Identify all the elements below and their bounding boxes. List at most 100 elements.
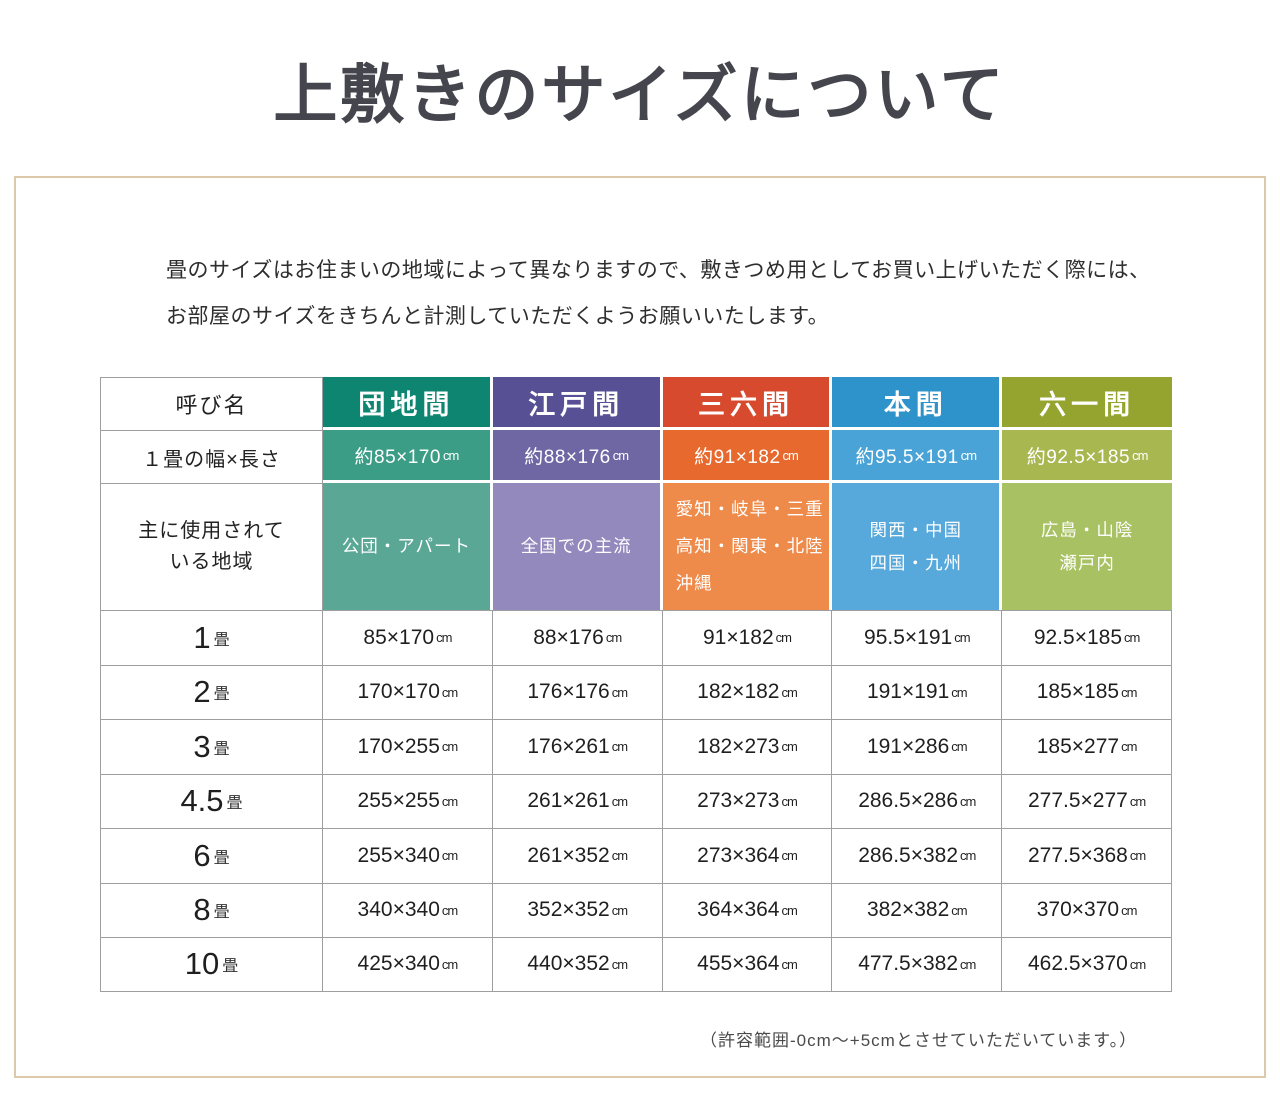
- cm-unit-label: cm: [441, 902, 458, 918]
- cm-unit-label: cm: [781, 902, 797, 918]
- size-value-text: 170×255: [357, 734, 440, 758]
- column-header-1: 団地間: [323, 377, 493, 430]
- size-value-r3-c5: 185×277 cm: [1002, 719, 1172, 774]
- size-value-text: 255×340: [357, 843, 440, 867]
- size-value-r5-c1: 255×340 cm: [323, 828, 493, 883]
- tatami-unit-label: 畳: [213, 904, 230, 922]
- size-value-r1-c5: 92.5×185 cm: [1002, 610, 1172, 665]
- intro-line-2: お部屋のサイズをきちんと計測していただくようお願いいたします。: [166, 305, 830, 328]
- size-value-text: 185×185: [1036, 680, 1120, 704]
- size-value-r6-c3: 364×364 cm: [662, 882, 833, 937]
- size-value-text: 88×176: [533, 625, 604, 649]
- size-value-r2-c3: 182×182 cm: [662, 664, 833, 719]
- region-line-2: 高知・関東・北陸: [675, 536, 824, 556]
- size-value-r5-c5: 277.5×368 cm: [1002, 828, 1172, 883]
- cm-unit-label: cm: [781, 739, 797, 755]
- size-value-r2-c4: 191×191 cm: [832, 664, 1003, 719]
- size-value-text: 176×176: [527, 680, 610, 704]
- column-region-3: 愛知・岐阜・三重 高知・関東・北陸 沖縄: [662, 483, 833, 610]
- intro-text: 畳のサイズはお住まいの地域によって異なりますので、敷きつめ用としてお買い上げいた…: [166, 248, 1151, 340]
- region-label-line-2: いる地域: [169, 551, 254, 573]
- size-value-text: 185×277: [1036, 734, 1120, 758]
- column-region-1: 公団・アパート: [323, 483, 493, 610]
- size-value-text: 286.5×286: [858, 789, 959, 813]
- corner-header-cell: 呼び名: [100, 377, 323, 430]
- size-value-text: 182×273: [697, 734, 780, 758]
- size-value-text: 364×364: [697, 898, 780, 922]
- cm-unit-label: cm: [951, 902, 967, 918]
- cm-unit-label: cm: [1129, 848, 1146, 864]
- size-value-r3-c3: 182×273 cm: [662, 719, 833, 774]
- size-value-r2-c2: 176×176 cm: [492, 664, 663, 719]
- size-value-text: 191×286: [866, 734, 950, 758]
- size-value-text: 170×170: [357, 680, 440, 704]
- cm-unit-label: cm: [441, 848, 458, 864]
- size-value-text: 182×182: [697, 680, 780, 704]
- size-value-r4-c3: 273×273 cm: [662, 773, 833, 828]
- size-text: 約85×170: [354, 446, 441, 468]
- size-value-text: 273×364: [697, 843, 780, 867]
- cm-unit-label: cm: [1124, 630, 1140, 646]
- size-value-text: 340×340: [357, 898, 440, 922]
- region-label-cell: 主に使用されて いる地域: [100, 483, 323, 610]
- tatami-unit-label: 畳: [226, 795, 243, 813]
- region-line-1: 関西・中国: [869, 519, 963, 540]
- size-value-r3-c4: 191×286 cm: [832, 719, 1003, 774]
- cm-unit-label: cm: [442, 447, 459, 463]
- size-value-text: 462.5×370: [1027, 952, 1128, 976]
- cm-unit-label: cm: [781, 848, 797, 864]
- size-value-text: 455×364: [697, 952, 780, 976]
- cm-unit-label: cm: [960, 956, 976, 972]
- tatami-unit-label: 畳: [213, 631, 230, 649]
- size-value-r4-c2: 261×261 cm: [492, 773, 663, 828]
- cm-unit-label: cm: [960, 447, 977, 463]
- cm-unit-label: cm: [951, 684, 967, 700]
- column-region-2: 全国での主流: [492, 483, 663, 610]
- tatami-count: 2: [193, 674, 211, 710]
- region-line-1: 愛知・岐阜・三重: [675, 499, 824, 519]
- cm-unit-label: cm: [1121, 684, 1137, 700]
- cm-unit-label: cm: [960, 848, 976, 864]
- size-value-r2-c1: 170×170 cm: [323, 664, 493, 719]
- size-value-text: 286.5×382: [858, 843, 959, 867]
- cm-unit-label: cm: [441, 793, 458, 809]
- cm-unit-label: cm: [436, 630, 452, 646]
- column-size-5: 約92.5×185 cm: [1002, 430, 1172, 483]
- cm-unit-label: cm: [611, 956, 628, 972]
- size-value-r2-c5: 185×185 cm: [1002, 664, 1172, 719]
- size-value-r7-c2: 440×352 cm: [492, 937, 663, 992]
- row-label-10-tatami: 10 畳: [100, 937, 323, 992]
- cm-unit-label: cm: [441, 956, 458, 972]
- row-label-4.5-tatami: 4.5 畳: [100, 773, 323, 828]
- column-header-5: 六一間: [1002, 377, 1172, 430]
- size-value-text: 92.5×185: [1033, 625, 1123, 649]
- cm-unit-label: cm: [782, 447, 799, 463]
- size-value-r1-c2: 88×176 cm: [492, 610, 663, 665]
- size-value-r5-c2: 261×352 cm: [492, 828, 663, 883]
- cm-unit-label: cm: [611, 793, 628, 809]
- cm-unit-label: cm: [611, 848, 628, 864]
- size-value-r1-c4: 95.5×191 cm: [832, 610, 1003, 665]
- column-region-4: 関西・中国 四国・九州: [832, 483, 1003, 610]
- column-size-3: 約91×182 cm: [662, 430, 833, 483]
- size-value-r3-c1: 170×255 cm: [323, 719, 493, 774]
- size-value-text: 277.5×277: [1027, 789, 1128, 813]
- tatami-count: 10: [184, 946, 220, 982]
- size-value-r7-c5: 462.5×370 cm: [1002, 937, 1172, 992]
- cm-unit-label: cm: [781, 684, 797, 700]
- tatami-count: 4.5: [180, 783, 224, 819]
- size-value-r5-c3: 273×364 cm: [662, 828, 833, 883]
- size-value-r6-c2: 352×352 cm: [492, 882, 663, 937]
- width-length-label-cell: １畳の幅×長さ: [100, 430, 323, 483]
- column-size-2: 約88×176 cm: [492, 430, 663, 483]
- cm-unit-label: cm: [781, 793, 797, 809]
- cm-unit-label: cm: [605, 630, 622, 646]
- cm-unit-label: cm: [611, 902, 628, 918]
- size-value-text: 440×352: [527, 952, 610, 976]
- size-value-text: 191×191: [866, 680, 950, 704]
- tatami-unit-label: 畳: [222, 958, 239, 976]
